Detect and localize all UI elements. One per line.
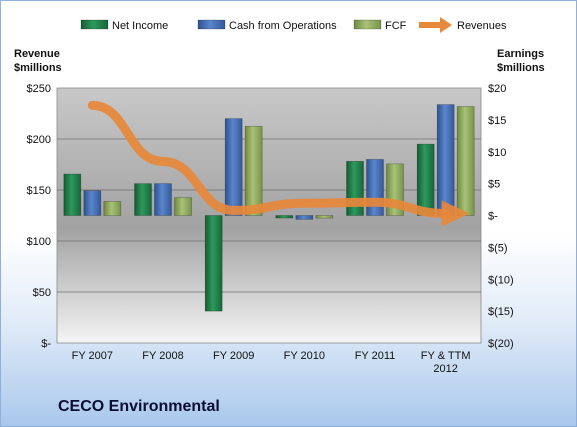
bar-cash-from-operations-4 (366, 159, 384, 216)
left-tick-label: $50 (33, 287, 51, 299)
right-tick-label: $15 (488, 115, 506, 127)
bar-net-income-4 (346, 161, 364, 216)
bar-net-income-3 (275, 215, 294, 219)
right-tick-label: $10 (488, 147, 506, 159)
left-tick-label: $150 (27, 185, 51, 197)
bar-cash-from-operations-1 (154, 183, 172, 216)
category-label: FY 2009 (213, 350, 254, 362)
revenue-line-group (87, 100, 470, 227)
axis-labels: $- $50 $100 $150 $200 $250 $(20) $(15) $(10) $(5)… (14, 48, 545, 375)
bar-cash-from-operations-5 (436, 104, 455, 216)
left-tick-label: $100 (27, 236, 51, 248)
right-tick-label: $(5) (488, 242, 508, 254)
gridlines (57, 138, 481, 293)
bar-fcf-5 (456, 106, 475, 216)
category-label: FY 2011 (355, 350, 396, 362)
legend-swatch (353, 19, 382, 30)
bar-fcf-3 (315, 215, 334, 219)
bar-net-income-0 (63, 173, 82, 216)
right-tick-label: $(15) (488, 306, 514, 318)
legend: Net Income Cash from Operations FCF Revenue… (80, 17, 507, 33)
legend-swatch (80, 19, 109, 30)
right-axis-title: $millions (497, 62, 545, 74)
left-tick-label: $- (41, 338, 51, 350)
legend-swatch (197, 19, 226, 30)
left-tick-label: $200 (27, 134, 51, 146)
revenue-line (87, 100, 451, 218)
category-label: FY & TTM (421, 350, 471, 362)
left-axis-title: Revenue (14, 48, 60, 60)
bar-cash-from-operations-0 (83, 190, 102, 216)
bar-fcf-0 (103, 201, 122, 216)
bar-net-income-2 (204, 215, 223, 312)
category-label: FY 2010 (284, 350, 325, 362)
category-label: FY 2007 (72, 350, 113, 362)
bar-net-income-1 (134, 183, 152, 216)
legend-arrow (440, 17, 452, 33)
right-tick-label: $(20) (488, 338, 514, 350)
revenue-arrow-head (441, 200, 470, 227)
right-tick-label: $(10) (488, 274, 514, 286)
bar-fcf-2 (244, 125, 263, 216)
bar-fcf-1 (174, 197, 192, 216)
right-tick-label: $5 (488, 179, 500, 191)
legend-label: Cash from Operations (229, 20, 337, 32)
legend-label: Net Income (112, 20, 168, 32)
bar-net-income-5 (416, 143, 435, 216)
category-label: 2012 (433, 363, 457, 375)
legend-label: Revenues (457, 20, 507, 32)
category-label: FY 2008 (142, 350, 183, 362)
legend-label: FCF (385, 20, 407, 32)
chart-title: CECO Environmental (58, 398, 220, 415)
left-tick-label: $250 (27, 83, 51, 95)
right-tick-label: $- (488, 211, 498, 223)
bar-cash-from-operations-2 (224, 118, 243, 216)
left-axis-title: $millions (14, 62, 62, 74)
right-axis-title: Earnings (497, 48, 544, 60)
bar-cash-from-operations-3 (295, 215, 314, 220)
right-tick-label: $20 (488, 83, 506, 95)
